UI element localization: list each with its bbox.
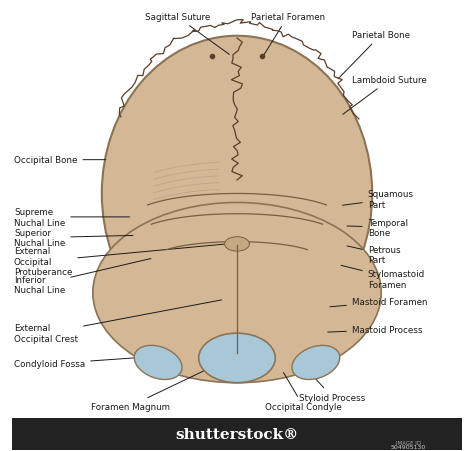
Text: Superior
Nuchal Line: Superior Nuchal Line [14, 228, 133, 248]
Text: Lambdoid Suture: Lambdoid Suture [343, 76, 427, 115]
Text: shutterstock®: shutterstock® [175, 427, 299, 441]
Text: Mastoid Process: Mastoid Process [328, 325, 422, 334]
Text: 504905130: 504905130 [391, 444, 426, 449]
Bar [12, 418, 462, 450]
Text: External
Occipital
Protuberance: External Occipital Protuberance [14, 244, 224, 276]
Text: Stylomastoid
Foramen: Stylomastoid Foramen [341, 266, 425, 289]
Ellipse shape [292, 345, 340, 380]
Text: Occipital Condyle: Occipital Condyle [265, 373, 342, 411]
Ellipse shape [93, 203, 381, 383]
Text: Foramen Magnum: Foramen Magnum [91, 366, 214, 411]
Text: Inferior
Nuchal Line: Inferior Nuchal Line [14, 259, 151, 295]
Text: External
Occipital Crest: External Occipital Crest [14, 300, 222, 343]
Text: Petrous
Part: Petrous Part [347, 245, 401, 264]
Text: Mastoid Foramen: Mastoid Foramen [330, 298, 428, 307]
Ellipse shape [225, 237, 249, 252]
Text: Styloid Process: Styloid Process [299, 362, 365, 402]
Text: Squamous
Part: Squamous Part [343, 190, 414, 209]
Text: Sagittal Suture: Sagittal Suture [145, 13, 229, 55]
Text: Supreme
Nuchal Line: Supreme Nuchal Line [14, 208, 130, 227]
Text: Temporal
Bone: Temporal Bone [347, 218, 408, 237]
Text: Condyloid Fossa: Condyloid Fossa [14, 357, 151, 368]
Text: Occipital Bone: Occipital Bone [14, 156, 106, 165]
Ellipse shape [134, 345, 182, 380]
Ellipse shape [102, 37, 372, 351]
Ellipse shape [199, 333, 275, 383]
Text: IMAGE ID: IMAGE ID [396, 440, 421, 445]
Text: Parietal Bone: Parietal Bone [338, 31, 410, 80]
Text: Parietal Foramen: Parietal Foramen [251, 13, 325, 57]
